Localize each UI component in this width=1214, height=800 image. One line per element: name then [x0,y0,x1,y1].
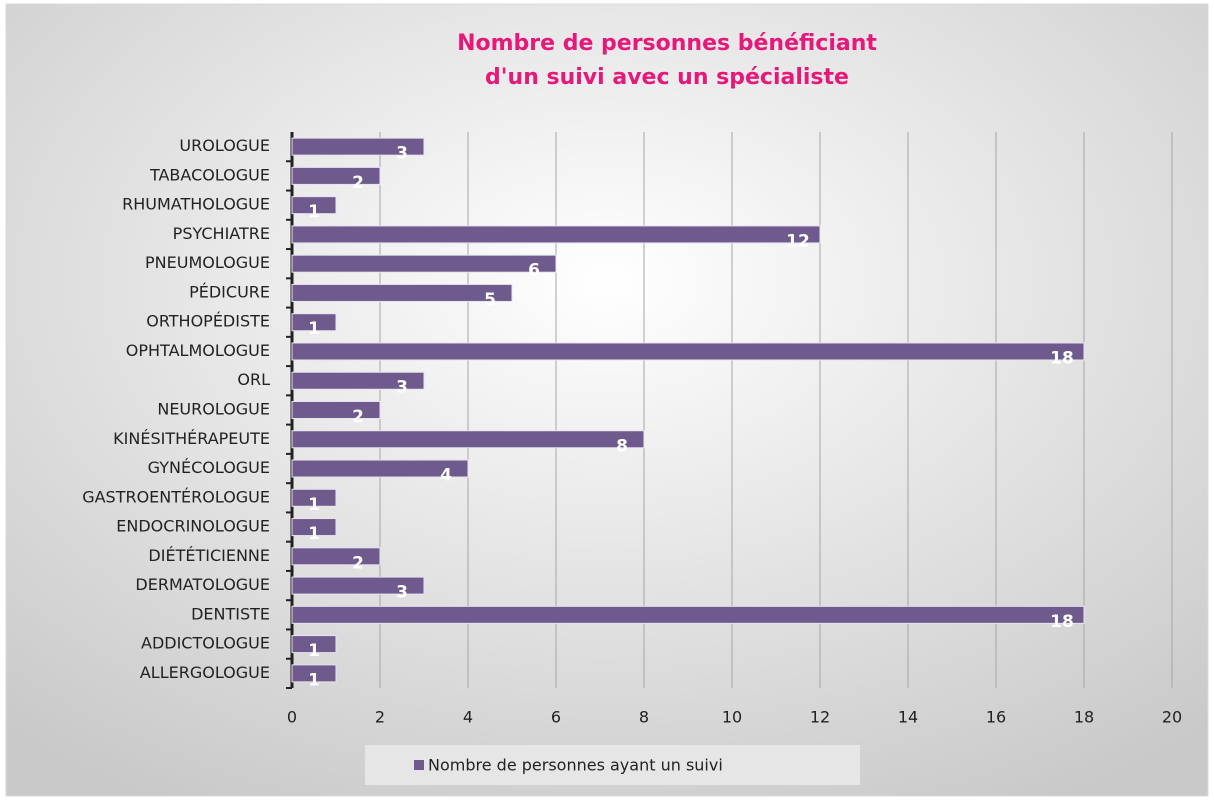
bar [291,430,645,449]
x-tick-label: 0 [287,708,297,727]
data-label: 1 [308,202,320,222]
y-tick-label: RHUMATHOLOGUE [122,195,270,214]
background [5,3,1209,797]
y-tick-label: GASTROENTÉROLOGUE [82,487,270,506]
x-tick-label: 6 [551,708,561,727]
data-label: 18 [1050,612,1074,632]
y-tick-label: ORL [237,370,270,389]
bar [291,459,469,478]
x-tick-label: 16 [986,708,1006,727]
x-tick-label: 8 [639,708,649,727]
x-tick-label: 2 [375,708,385,727]
bar [291,196,337,215]
y-tick-label: UROLOGUE [179,136,270,155]
y-tick-label: TABACOLOGUE [149,165,270,184]
chart-title: d'un suivi avec un spécialiste [485,65,849,90]
y-tick-label: NEUROLOGUE [157,400,270,419]
data-label: 1 [308,670,320,690]
bar [291,605,1085,624]
y-tick-label: PÉDICURE [189,282,270,301]
data-label: 1 [308,524,320,544]
data-label: 2 [352,173,364,193]
bar [291,635,337,654]
x-tick-label: 10 [722,708,742,727]
bar [291,283,513,302]
y-tick-label: OPHTALMOLOGUE [126,341,270,360]
bar [291,254,557,273]
data-label: 18 [1050,348,1074,368]
chart-title: Nombre de personnes bénéficiant [457,31,877,56]
legend-label: Nombre de personnes ayant un suivi [428,756,723,775]
legend [365,745,860,785]
data-label: 3 [396,144,408,164]
y-tick-label: ADDICTOLOGUE [141,634,270,653]
bar [291,137,425,156]
bar [291,166,381,185]
x-tick-label: 14 [898,708,918,727]
data-label: 3 [396,583,408,603]
data-label: 5 [484,290,496,310]
bar [291,547,381,566]
x-tick-label: 12 [810,708,830,727]
data-label: 4 [440,466,452,486]
data-label: 2 [352,407,364,427]
bar [291,342,1085,361]
x-tick-label: 4 [463,708,473,727]
y-tick-label: DIÉTÉTICIENNE [148,546,270,565]
data-label: 1 [308,641,320,661]
x-tick-label: 20 [1162,708,1182,727]
y-tick-label: KINÉSITHÉRAPEUTE [113,429,270,448]
y-tick-label: GYNÉCOLOGUE [148,458,270,477]
data-label: 1 [308,495,320,515]
bar [291,576,425,595]
bar [291,371,425,390]
bar [291,488,337,507]
y-tick-label: ALLERGOLOGUE [140,663,270,682]
bar [291,518,337,537]
data-label: 6 [528,261,540,281]
bar [291,225,821,244]
y-tick-label: PSYCHIATRE [173,224,270,243]
bar [291,401,381,419]
bar [291,664,337,683]
bar [291,313,337,332]
data-label: 12 [786,231,810,251]
y-tick-label: ORTHOPÉDISTE [146,312,270,331]
data-label: 2 [352,553,364,573]
data-label: 8 [616,436,628,456]
y-tick-label: PNEUMOLOGUE [145,253,270,272]
y-tick-label: DERMATOLOGUE [135,575,270,594]
y-tick-label: ENDOCRINOLOGUE [116,517,270,536]
data-label: 1 [308,319,320,339]
data-label: 3 [396,378,408,398]
legend-marker [414,760,424,770]
x-tick-label: 18 [1074,708,1094,727]
y-tick-label: DENTISTE [191,604,270,623]
